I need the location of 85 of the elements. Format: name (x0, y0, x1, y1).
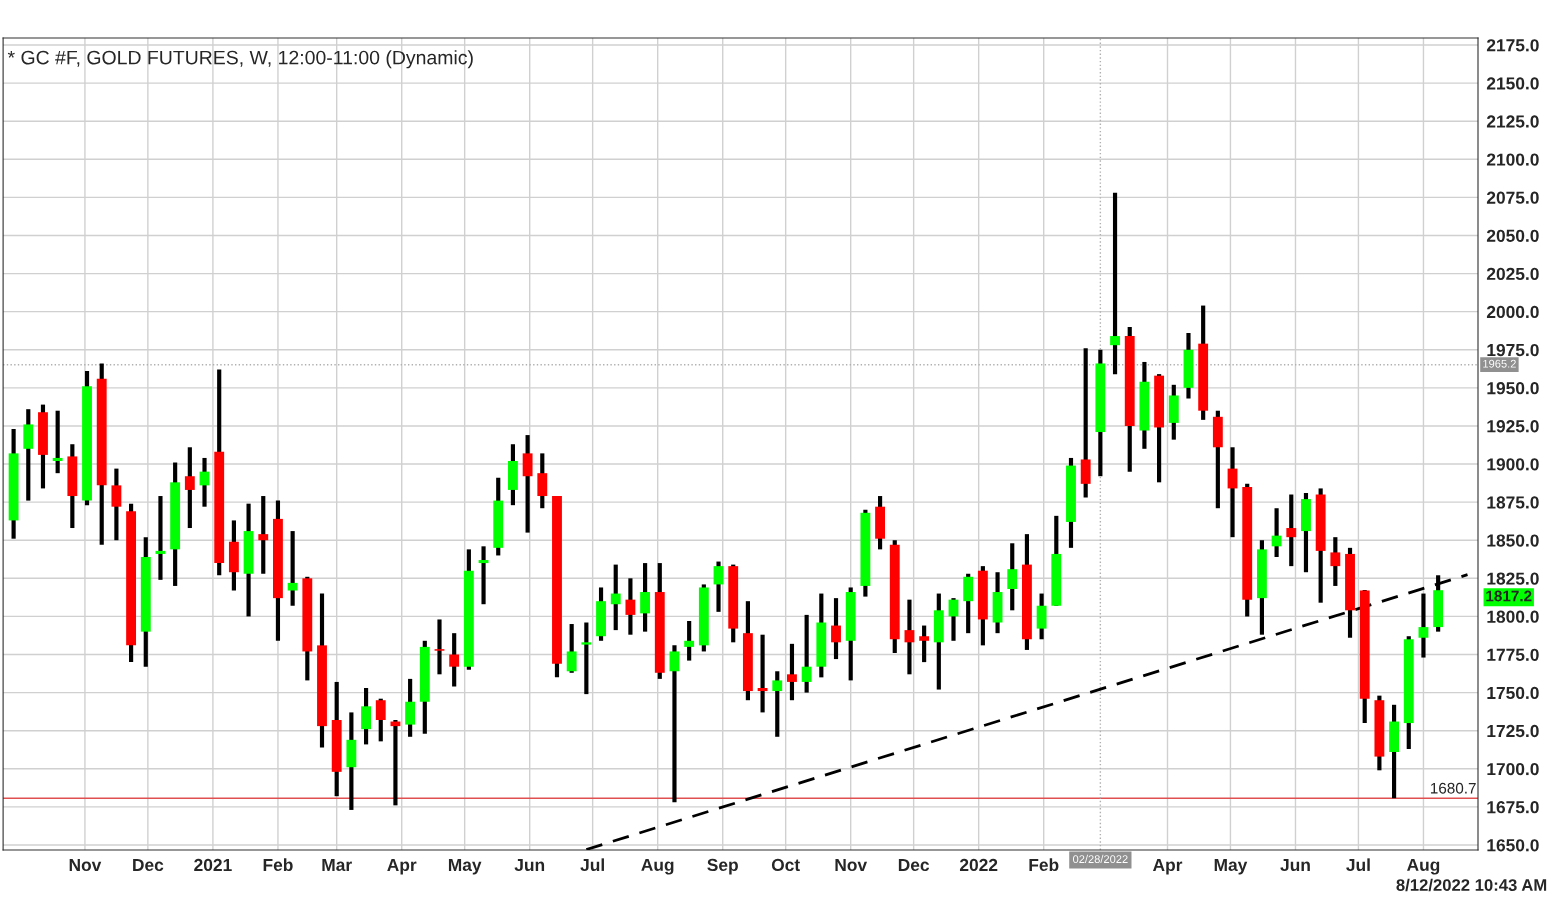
x-tick-label: 2021 (194, 858, 232, 872)
y-tick-label: 1950.0 (1487, 382, 1539, 395)
y-tick-label: 1700.0 (1487, 762, 1539, 776)
y-tick-label: 2025.0 (1486, 267, 1539, 281)
x-tick-label: Aug (1407, 858, 1440, 875)
y-tick-label: 1975.0 (1487, 343, 1539, 357)
candlestick (449, 633, 460, 687)
y-tick-label: 2075.0 (1486, 191, 1539, 204)
x-tick-label: Jul (1346, 858, 1370, 872)
y-tick-label: 2050.0 (1486, 229, 1539, 242)
candlestick (287, 531, 298, 606)
candlestick (919, 625, 930, 663)
candlestick (1110, 192, 1120, 375)
y-tick-label: 1650.0 (1487, 839, 1539, 852)
x-tick-label: Oct (771, 858, 800, 872)
x-tick-label: Feb (263, 858, 293, 872)
candlestick (537, 453, 548, 509)
x-tick-label: Apr (387, 858, 417, 875)
candlestick (184, 447, 195, 529)
y-tick-label: 1675.0 (1487, 801, 1539, 814)
y-tick-label: 1825.0 (1487, 572, 1539, 585)
candlestick (1418, 593, 1429, 658)
y-tick-label: 2000.0 (1486, 305, 1539, 319)
x-tick-label: Jun (1280, 858, 1310, 872)
ref-line-label: 1680.7 (1430, 782, 1476, 794)
candlestick (1007, 543, 1018, 611)
candlestick (434, 619, 445, 675)
x-tick-label: May (1214, 858, 1248, 875)
candlestick (1036, 593, 1047, 640)
text: 8/12/2022 10:43 AM (1396, 878, 1547, 892)
x-tick-label: Dec (133, 858, 164, 872)
candlestick (1286, 494, 1297, 567)
candlestick (258, 496, 269, 574)
y-tick-label: 1725.0 (1487, 724, 1539, 738)
x-tick-label: Apr (1152, 858, 1183, 875)
x-tick-label: Nov (835, 858, 868, 872)
y-tick-label: 1750.0 (1487, 686, 1539, 700)
candlestick (405, 678, 416, 737)
x-tick-label: Nov (69, 858, 102, 872)
candlestick (640, 563, 651, 632)
y-tick-label: 1875.0 (1487, 496, 1539, 509)
x-tick-label: Dec (898, 858, 930, 872)
x-tick-label: Aug (641, 858, 674, 875)
candlestick (757, 634, 768, 713)
x-tick-label: Jul (580, 858, 604, 872)
candlestick (52, 410, 63, 474)
candlestick (1330, 537, 1341, 586)
x-tick-label: 2022 (959, 858, 998, 872)
candlestick (566, 624, 577, 673)
candlestick (361, 688, 371, 745)
candlestick (787, 643, 797, 701)
text: * GC #F, GOLD FUTURES, W, 12:00-11:00 (Dynamic) (7, 50, 473, 69)
y-tick-label: 2100.0 (1486, 153, 1539, 166)
x-tick-label: Mar (322, 858, 352, 872)
candlestick (831, 598, 841, 660)
y-tick-label: 1900.0 (1487, 458, 1539, 471)
candlestick (669, 645, 680, 803)
y-tick-label: 1775.0 (1487, 648, 1539, 661)
candlestick (478, 546, 489, 605)
x-tick-label: Sep (707, 858, 738, 875)
candlestick (1271, 508, 1282, 557)
text: 1817.2 (1486, 590, 1532, 602)
y-tick-label: 1925.0 (1487, 420, 1539, 433)
candlestick (522, 435, 533, 533)
x-tick-label: May (448, 858, 482, 875)
candlestick (713, 561, 724, 612)
candlestick (625, 578, 636, 635)
candlestick (375, 698, 386, 742)
candlestick (684, 620, 695, 661)
candlestick (581, 622, 592, 695)
y-tick-label: 2150.0 (1486, 77, 1539, 90)
y-tick-label: 1850.0 (1487, 534, 1539, 547)
y-tick-label: 2175.0 (1486, 39, 1539, 52)
candlestick (772, 671, 783, 737)
candlestick (610, 564, 621, 631)
x-tick-label: Feb (1029, 858, 1059, 872)
y-tick-label: 1800.0 (1487, 610, 1539, 623)
ref-line-label: 02/28/2022 (1072, 854, 1128, 864)
candlestick (111, 468, 122, 541)
y-tick-label: 2125.0 (1486, 115, 1539, 128)
candlestick (904, 599, 915, 675)
candlestick (801, 614, 812, 693)
x-tick-label: Jun (514, 858, 545, 872)
candlestick (155, 496, 166, 580)
ref-line-label: 1965.2 (1483, 359, 1516, 368)
